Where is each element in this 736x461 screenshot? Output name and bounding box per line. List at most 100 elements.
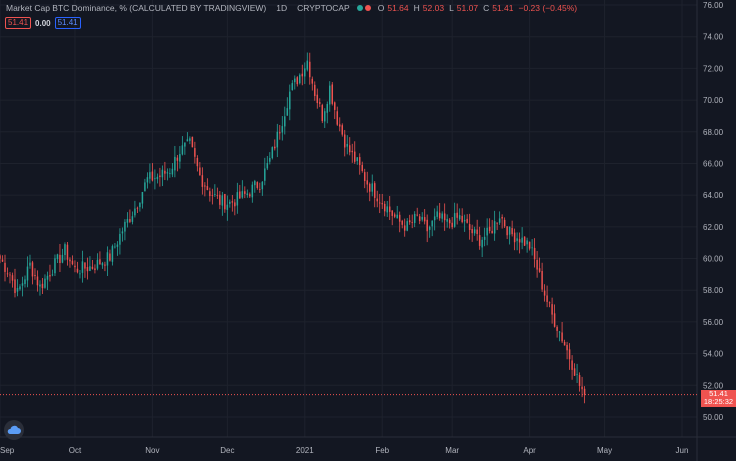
candle	[121, 227, 124, 242]
candle	[194, 141, 196, 164]
candle	[266, 156, 269, 171]
y-tick-label: 64.00	[703, 191, 724, 200]
candle-body	[54, 258, 56, 274]
candle-body	[259, 189, 261, 191]
candle-body	[74, 265, 76, 268]
candle	[553, 304, 556, 328]
price-badge[interactable]: 51.41	[5, 17, 32, 29]
candle-body	[221, 195, 224, 206]
candle	[521, 227, 523, 250]
candle	[351, 143, 353, 163]
candle	[161, 165, 164, 187]
candle	[443, 203, 446, 231]
candle	[256, 181, 259, 190]
candle	[346, 135, 349, 155]
y-tick-label: 62.00	[703, 223, 724, 232]
candle-body	[336, 111, 339, 125]
candle-body	[453, 213, 456, 227]
candle	[358, 153, 361, 175]
candle	[11, 272, 14, 288]
candle	[29, 254, 31, 269]
candle	[21, 276, 24, 297]
candle-body	[141, 191, 144, 204]
candle-body	[156, 176, 159, 180]
candle	[498, 211, 501, 225]
candle	[516, 232, 518, 251]
x-axis[interactable]: Sep Oct Nov Dec 2021 Feb Mar Apr May Jun	[0, 446, 688, 455]
x-tick-label: 2021	[296, 446, 314, 455]
candle-body	[81, 261, 84, 273]
candle	[416, 207, 418, 217]
candle	[0, 254, 1, 264]
candle-body	[4, 262, 6, 272]
candle-body	[433, 216, 436, 221]
candle-body	[518, 239, 521, 243]
candle	[4, 254, 6, 282]
candle	[136, 206, 139, 214]
interval-label[interactable]: 1D	[276, 3, 288, 13]
candle	[426, 214, 428, 243]
candle	[458, 208, 461, 221]
candle-body	[473, 229, 476, 234]
candle-body	[294, 78, 296, 83]
x-tick-label: Nov	[145, 446, 159, 455]
candle-body	[76, 268, 79, 273]
candle-body	[129, 219, 131, 222]
candle	[186, 132, 189, 142]
candle-body	[189, 138, 191, 141]
candle	[356, 157, 358, 165]
candle-body	[159, 175, 161, 178]
candle-body	[1, 259, 4, 262]
candle	[274, 139, 276, 151]
candle	[14, 268, 16, 298]
candle-body	[154, 178, 156, 180]
candle-body	[286, 108, 289, 116]
candle-body	[418, 216, 421, 222]
candle-body	[0, 255, 1, 259]
candle-body	[498, 218, 501, 223]
candle-body	[406, 221, 408, 231]
candle	[216, 187, 219, 200]
candle	[141, 191, 144, 209]
candle	[393, 212, 396, 219]
candle-body	[483, 236, 486, 240]
candle-body	[116, 244, 119, 247]
candle-body	[523, 236, 526, 246]
candle-body	[443, 213, 446, 221]
candle-body	[271, 147, 274, 159]
candle	[246, 189, 249, 198]
y-axis[interactable]: 50.00 52.00 54.00 56.00 58.00 60.00 62.00 64.00…	[703, 1, 724, 422]
candle	[408, 214, 411, 225]
candle-body	[44, 278, 46, 288]
candle	[99, 251, 101, 265]
candle	[156, 173, 159, 184]
candle	[71, 255, 74, 266]
candle	[206, 178, 209, 191]
candle-body	[378, 202, 381, 204]
candle	[411, 214, 413, 229]
candle	[49, 264, 51, 282]
candle	[503, 217, 506, 229]
candle	[423, 209, 426, 225]
candle	[84, 262, 86, 278]
tradingview-cloud-icon[interactable]	[4, 420, 24, 440]
candle	[453, 202, 456, 228]
candle-body	[531, 247, 533, 249]
candle-body	[578, 375, 581, 386]
candle-body	[71, 260, 74, 265]
candle	[131, 211, 134, 225]
last-price-tag: 51.41 18:25:32	[701, 389, 736, 407]
compare-badge[interactable]: 51.41	[54, 17, 81, 29]
candle-body	[581, 386, 583, 390]
candle	[1, 255, 4, 262]
candle	[311, 76, 314, 91]
candle	[336, 106, 339, 126]
candle	[461, 208, 463, 224]
symbol-title[interactable]: Market Cap BTC Dominance, % (CALCULATED …	[6, 3, 267, 13]
candle-body	[106, 252, 109, 266]
candle	[76, 261, 79, 274]
candle-body	[373, 183, 376, 198]
candle	[448, 218, 451, 229]
